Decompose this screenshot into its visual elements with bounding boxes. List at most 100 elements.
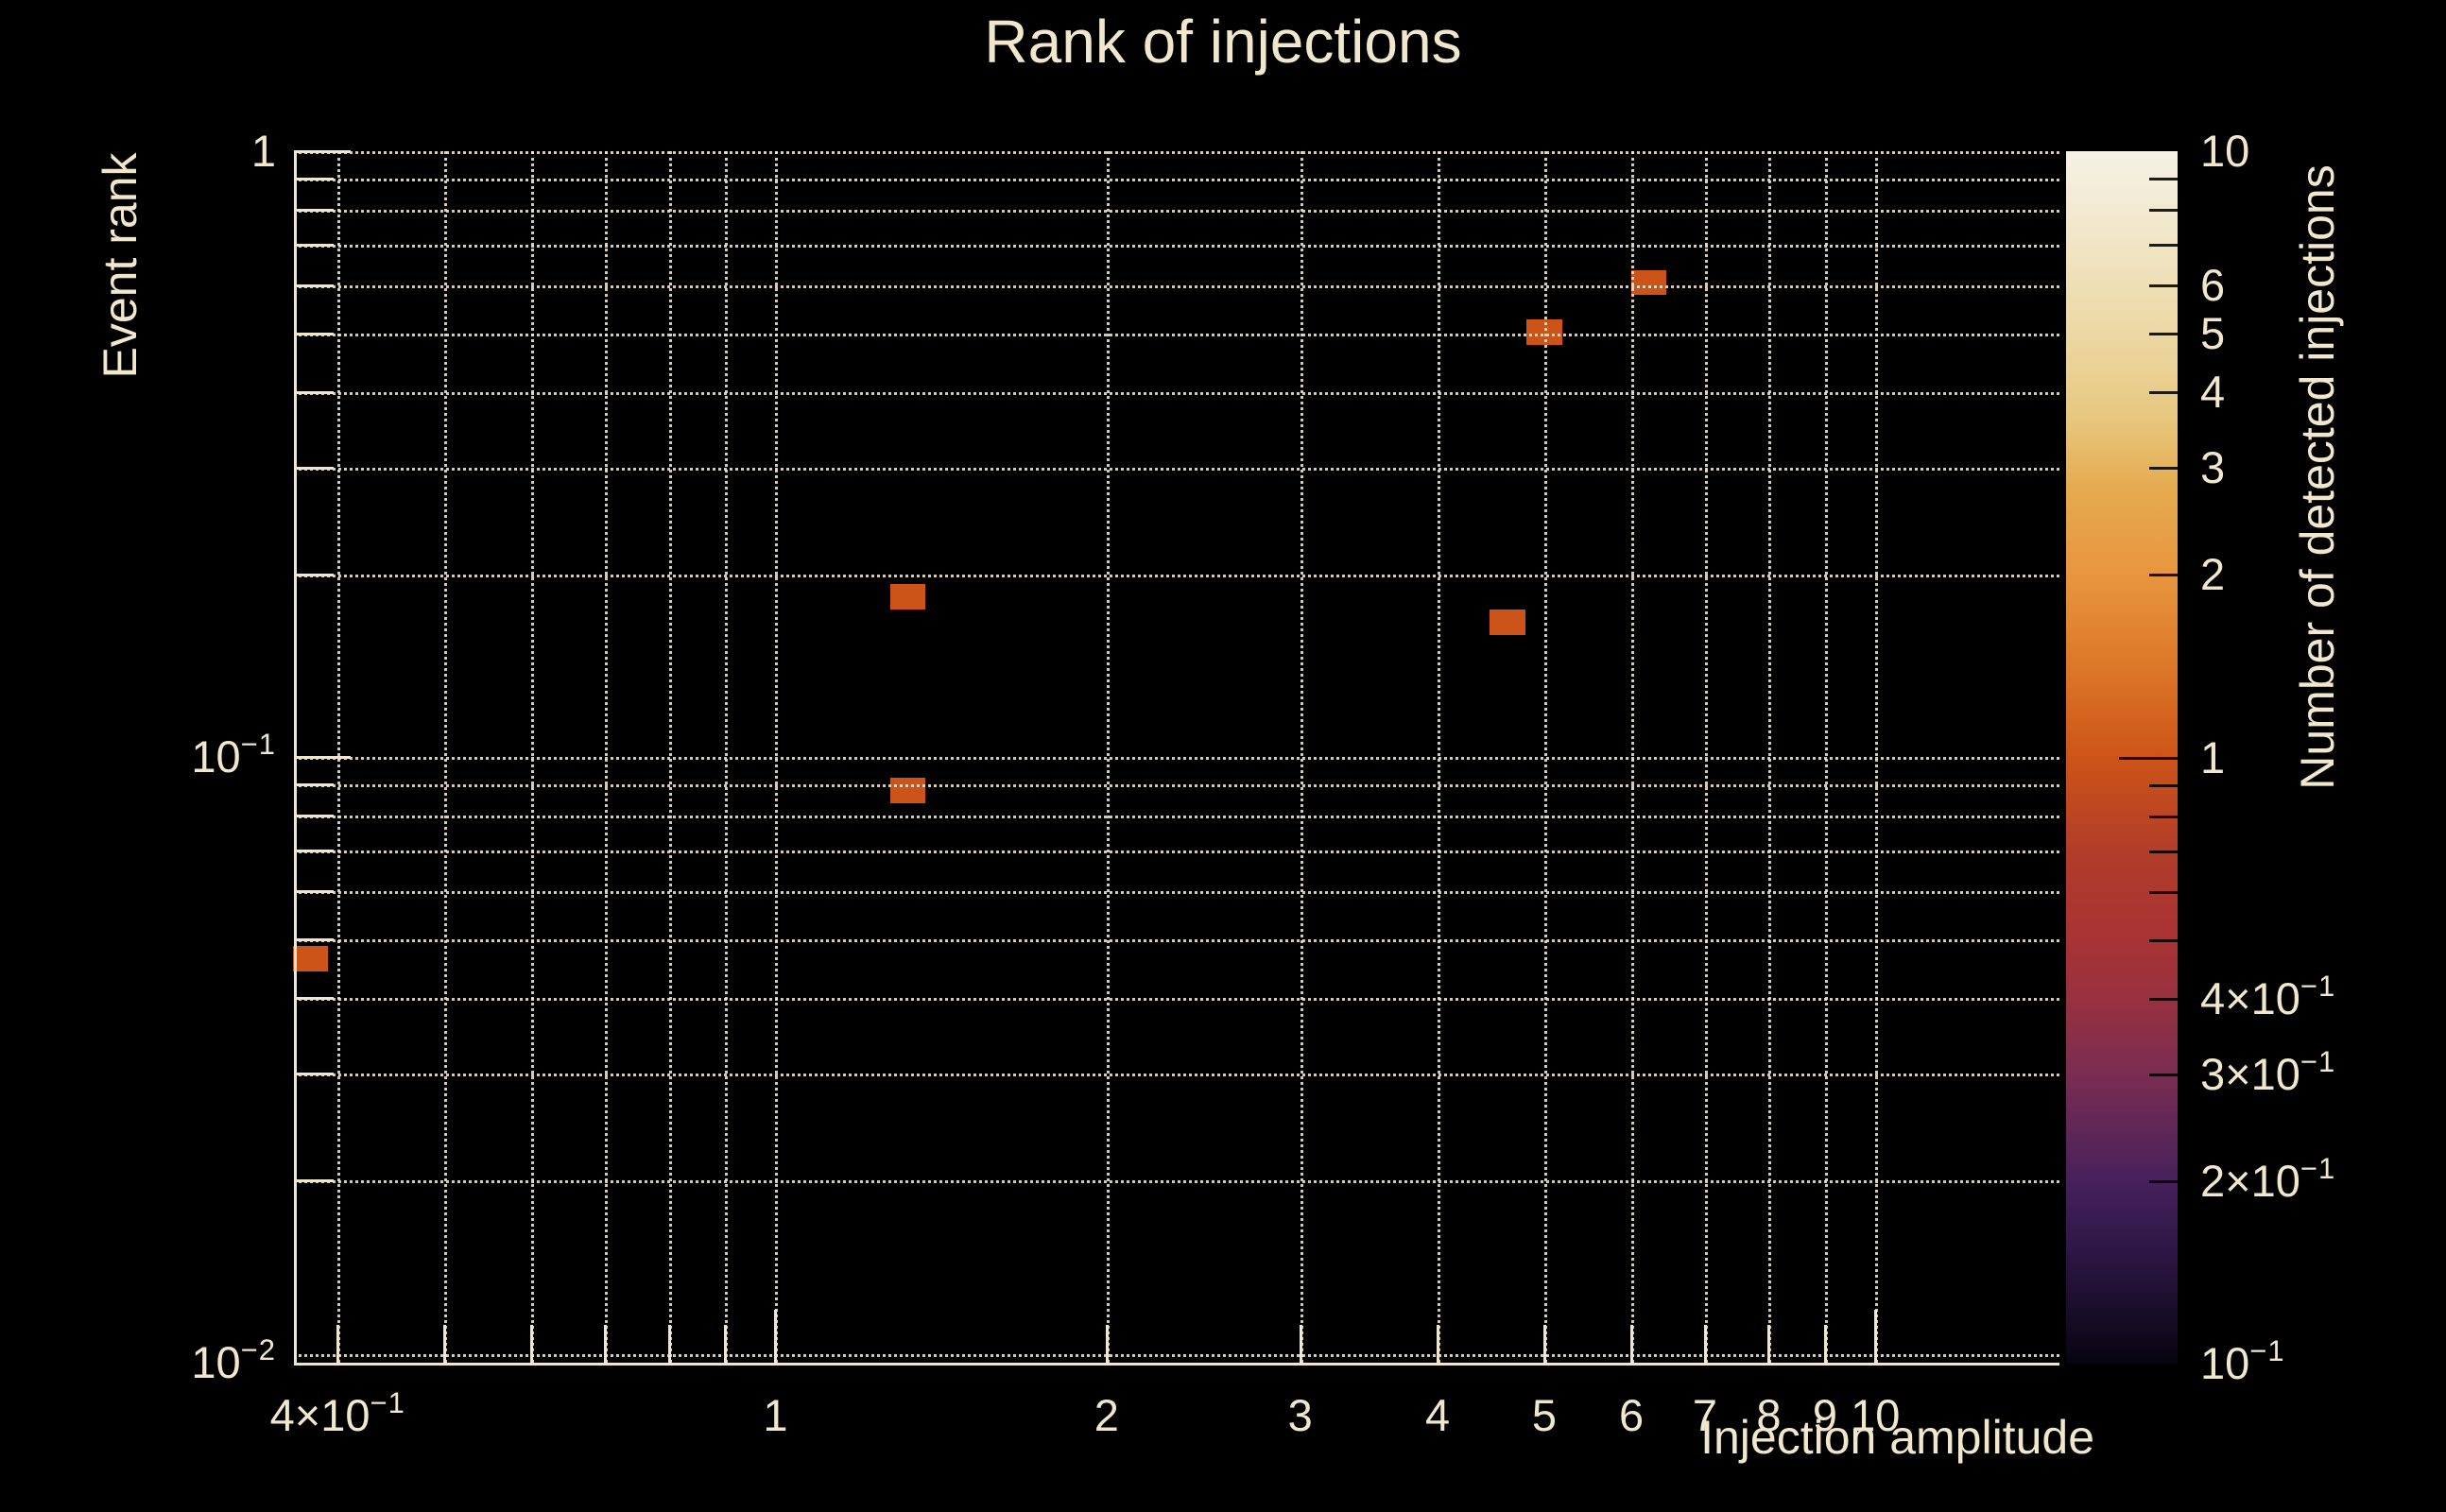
grid-line-y: [294, 392, 2059, 396]
x-tick-mark: [336, 1325, 340, 1363]
x-tick-label: 5: [1531, 1390, 1557, 1440]
x-tick-mark: [1767, 1325, 1771, 1363]
colorbar-tick-mark: [2149, 574, 2178, 577]
x-tick-mark: [530, 1325, 534, 1363]
x-axis-label: Injection amplitude: [1700, 1411, 2094, 1464]
x-tick-mark: [1630, 1325, 1634, 1363]
colorbar-tick-mark: [2149, 333, 2178, 336]
y-tick-mark: [294, 467, 334, 471]
grid-line-y: [294, 333, 2059, 336]
heat-cell: [890, 583, 926, 610]
grid-line-y: [294, 998, 2059, 1002]
grid-line-y: [294, 285, 2059, 289]
heat-cell: [890, 778, 926, 804]
y-tick-mark: [294, 284, 334, 288]
grid-line-y: [294, 1180, 2059, 1184]
x-tick-label: 4: [1425, 1390, 1451, 1440]
colorbar-tick-mark: [2149, 209, 2178, 213]
y-tick-mark: [294, 937, 334, 941]
colorbar-tick-mark: [2149, 284, 2178, 288]
heat-cell: [1630, 269, 1666, 296]
colorbar-tick-mark: [2149, 938, 2178, 942]
colorbar-tick-label: 10: [2200, 126, 2250, 176]
colorbar-tick-mark: [2149, 1073, 2178, 1076]
y-tick-mark: [294, 997, 334, 1001]
colorbar-tick-label: 10−1: [2200, 1333, 2285, 1388]
colorbar-tick-mark: [2149, 850, 2178, 853]
x-tick-mark: [604, 1325, 608, 1363]
y-tick-mark: [294, 1073, 334, 1076]
grid-line-y: [294, 210, 2059, 214]
x-tick-label: 4×10−1: [269, 1385, 405, 1440]
colorbar-tick-label: 4: [2200, 367, 2226, 418]
colorbar-tick-mark: [2149, 783, 2178, 787]
colorbar-tick-label: 2: [2200, 549, 2226, 600]
chart-title: Rank of injections: [984, 8, 1462, 76]
grid-line-y: [294, 850, 2059, 854]
colorbar-tick-label: 3×10−1: [2200, 1044, 2336, 1099]
y-tick-label: 10−1: [191, 727, 276, 782]
x-tick-mark: [1105, 1325, 1109, 1363]
x-tick-mark: [724, 1325, 728, 1363]
y-tick-label: 1: [250, 126, 276, 176]
x-tick-mark: [1824, 1325, 1827, 1363]
colorbar-tick-label: 3: [2200, 442, 2226, 493]
grid-line-y: [294, 891, 2059, 895]
colorbar-tick-mark: [2149, 890, 2178, 894]
x-tick-label: 10: [1851, 1390, 1901, 1440]
colorbar-tick-mark: [2149, 467, 2178, 471]
y-tick-mark: [294, 574, 334, 577]
y-tick-mark: [294, 244, 334, 248]
x-tick-mark: [1874, 1310, 1878, 1363]
y-axis-label: Event rank: [94, 152, 146, 379]
grid-line-y: [294, 468, 2059, 472]
grid-line-y: [294, 179, 2059, 182]
y-tick-mark: [294, 178, 334, 181]
colorbar-tick-mark: [2149, 1179, 2178, 1183]
y-tick-mark: [294, 890, 334, 894]
colorbar-tick-mark: [2149, 391, 2178, 395]
y-tick-mark: [294, 815, 334, 818]
y-tick-mark: [294, 1179, 334, 1183]
colorbar-tick-mark: [2119, 756, 2178, 760]
colorbar-tick-label: 4×10−1: [2200, 969, 2336, 1023]
y-tick-mark: [294, 756, 351, 759]
y-tick-label: 10−2: [191, 1332, 276, 1387]
x-tick-label: 1: [763, 1390, 788, 1440]
grid-line-y: [294, 938, 2059, 942]
colorbar-tick-label: 2×10−1: [2200, 1151, 2336, 1206]
x-tick-label: 7: [1692, 1390, 1718, 1440]
x-tick-mark: [1299, 1325, 1302, 1363]
colorbar-tick-label: 5: [2200, 308, 2226, 359]
grid-line-y: [294, 245, 2059, 249]
grid-line-y: [294, 816, 2059, 819]
x-tick-mark: [1703, 1325, 1707, 1363]
left-spine: [294, 151, 297, 1366]
y-tick-mark: [294, 850, 334, 853]
grid-line-y: [294, 575, 2059, 578]
x-tick-label: 6: [1618, 1390, 1645, 1440]
x-tick-label: 2: [1094, 1390, 1119, 1440]
colorbar-tick-mark: [2149, 815, 2178, 818]
grid-line-y: [294, 1074, 2059, 1077]
y-tick-mark: [294, 391, 334, 395]
colorbar-tick-mark: [2149, 178, 2178, 181]
colorbar-tick-label: 1: [2200, 731, 2226, 782]
heat-cell: [1526, 318, 1562, 345]
x-tick-label: 8: [1756, 1390, 1782, 1440]
bottom-spine: [294, 1363, 2059, 1366]
y-tick-mark: [294, 332, 334, 335]
x-tick-mark: [667, 1325, 671, 1363]
bottom-dotted-line: [294, 1354, 2059, 1357]
heat-cell: [1490, 609, 1525, 635]
colorbar-tick-mark: [2149, 997, 2178, 1001]
colorbar-tick-label: 6: [2200, 260, 2226, 311]
y-tick-mark: [294, 783, 334, 787]
grid-line-y: [294, 151, 2059, 154]
grid-line-y: [294, 784, 2059, 788]
heat-cell: [293, 945, 329, 971]
colorbar-tick-mark: [2149, 244, 2178, 248]
y-tick-mark: [294, 209, 334, 213]
x-tick-mark: [443, 1325, 447, 1363]
